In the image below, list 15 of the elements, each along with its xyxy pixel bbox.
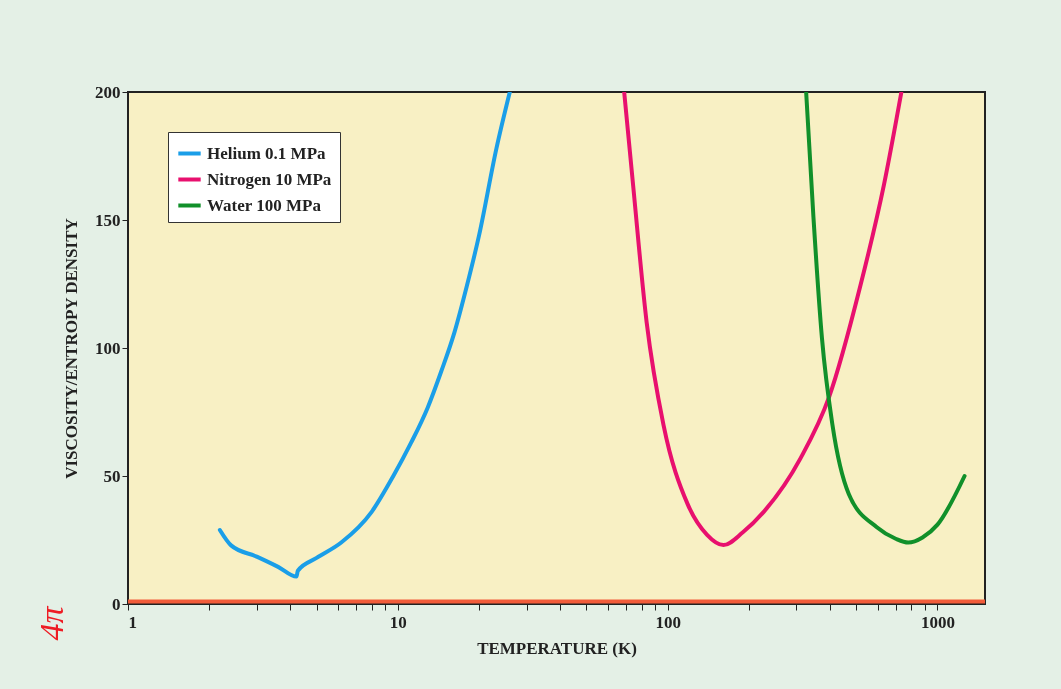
legend-label: Helium 0.1 MPa bbox=[207, 143, 327, 163]
legend-label: Water 100 MPa bbox=[207, 195, 322, 215]
y-tick-label: 200 bbox=[95, 82, 121, 102]
annotation: 4π bbox=[33, 605, 70, 641]
y-tick-label: 50 bbox=[103, 466, 121, 486]
x-tick-label: 100 bbox=[655, 612, 681, 632]
y-tick-label: 150 bbox=[95, 210, 121, 230]
y-tick-label: 100 bbox=[95, 338, 121, 358]
x-tick-label: 10 bbox=[389, 612, 407, 632]
y-tick-label: 0 bbox=[112, 594, 121, 614]
legend-label: Nitrogen 10 MPa bbox=[207, 169, 332, 189]
x-tick-label: 1000 bbox=[920, 612, 955, 632]
x-axis-title: TEMPERATURE (K) bbox=[477, 638, 637, 658]
x-tick-label: 1 bbox=[128, 612, 137, 632]
y-axis-title: VISCOSITY/ENTROPY DENSITY bbox=[62, 218, 81, 479]
